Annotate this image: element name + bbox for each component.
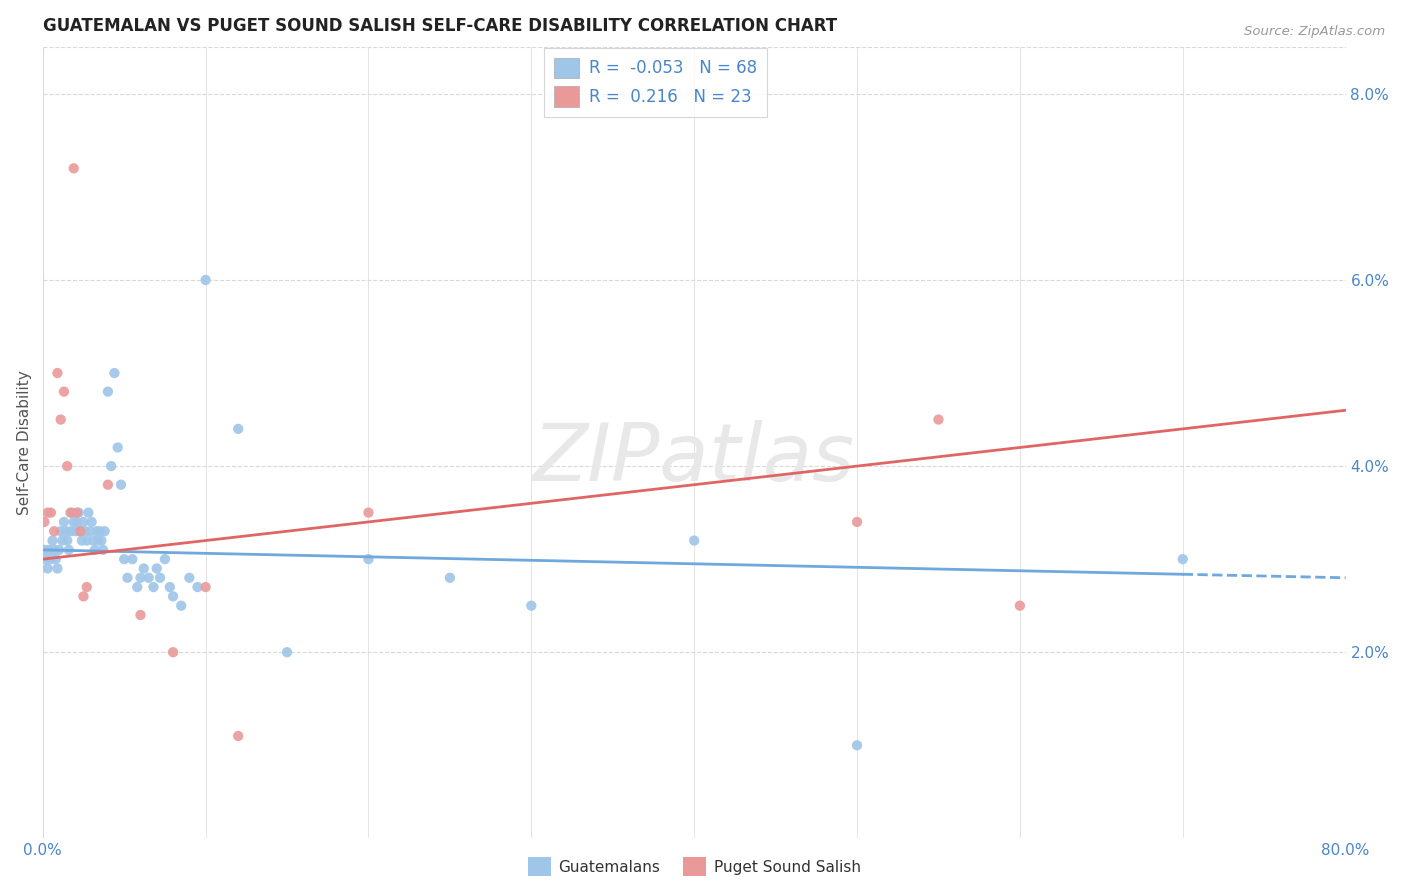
Point: [72, 590, 94, 604]
Point: [159, 580, 181, 594]
Point: [49, 524, 72, 539]
Point: [357, 506, 380, 520]
Point: [66, 515, 89, 529]
Point: [90, 533, 112, 548]
Point: [65, 524, 87, 539]
Point: [129, 571, 152, 585]
Point: [153, 552, 176, 566]
Point: [76, 580, 98, 594]
Point: [79, 524, 101, 539]
Point: [80, 515, 103, 529]
Point: [132, 561, 155, 575]
Text: Source: ZipAtlas.com: Source: ZipAtlas.com: [1244, 25, 1385, 38]
Point: [846, 515, 869, 529]
Point: [276, 645, 298, 659]
Point: [520, 599, 543, 613]
Point: [76, 533, 98, 548]
Point: [75, 524, 97, 539]
Point: [67, 506, 90, 520]
Point: [91, 542, 114, 557]
Point: [52, 384, 75, 399]
Point: [112, 552, 135, 566]
Point: [149, 571, 172, 585]
Point: [45, 552, 67, 566]
Point: [55, 524, 77, 539]
Point: [179, 571, 201, 585]
Point: [226, 729, 249, 743]
Point: [37, 506, 59, 520]
Point: [194, 580, 217, 594]
Point: [138, 571, 160, 585]
Point: [89, 524, 111, 539]
Point: [39, 506, 62, 520]
Text: ZIPatlas: ZIPatlas: [533, 419, 855, 498]
Point: [117, 571, 139, 585]
Point: [59, 506, 82, 520]
Point: [93, 524, 115, 539]
Point: [46, 561, 69, 575]
Point: [97, 384, 120, 399]
Point: [38, 542, 60, 557]
Point: [83, 542, 105, 557]
Point: [1171, 552, 1194, 566]
Point: [48, 542, 70, 557]
Point: [44, 524, 66, 539]
Point: [62, 161, 84, 176]
Point: [146, 561, 169, 575]
Point: [70, 533, 93, 548]
Point: [103, 366, 125, 380]
Legend: Guatemalans, Puget Sound Salish: Guatemalans, Puget Sound Salish: [522, 851, 866, 882]
Point: [121, 552, 143, 566]
Point: [846, 739, 869, 753]
Point: [194, 273, 217, 287]
Y-axis label: Self-Care Disability: Self-Care Disability: [17, 370, 32, 516]
Point: [69, 524, 91, 539]
Point: [97, 477, 120, 491]
Point: [58, 542, 80, 557]
Point: [357, 552, 380, 566]
Point: [186, 580, 208, 594]
Point: [60, 506, 83, 520]
Point: [49, 412, 72, 426]
Point: [162, 645, 184, 659]
Point: [44, 542, 66, 557]
Text: GUATEMALAN VS PUGET SOUND SALISH SELF-CARE DISABILITY CORRELATION CHART: GUATEMALAN VS PUGET SOUND SALISH SELF-CA…: [42, 17, 837, 35]
Point: [1008, 599, 1031, 613]
Point: [100, 459, 122, 474]
Point: [59, 524, 82, 539]
Point: [127, 580, 149, 594]
Point: [439, 571, 461, 585]
Point: [52, 515, 75, 529]
Point: [62, 515, 84, 529]
Point: [87, 533, 110, 548]
Point: [56, 533, 79, 548]
Point: [226, 422, 249, 436]
Point: [46, 366, 69, 380]
Point: [927, 412, 949, 426]
Point: [170, 599, 193, 613]
Point: [142, 580, 165, 594]
Point: [107, 441, 129, 455]
Point: [56, 459, 79, 474]
Point: [66, 506, 89, 520]
Point: [683, 533, 706, 548]
Point: [72, 515, 94, 529]
Point: [51, 533, 73, 548]
Point: [77, 506, 100, 520]
Point: [162, 590, 184, 604]
Point: [69, 524, 91, 539]
Point: [34, 542, 56, 557]
Point: [37, 561, 59, 575]
Point: [39, 552, 62, 566]
Point: [34, 515, 56, 529]
Point: [129, 607, 152, 622]
Point: [82, 533, 104, 548]
Point: [35, 552, 58, 566]
Point: [41, 533, 63, 548]
Point: [86, 524, 108, 539]
Point: [110, 477, 132, 491]
